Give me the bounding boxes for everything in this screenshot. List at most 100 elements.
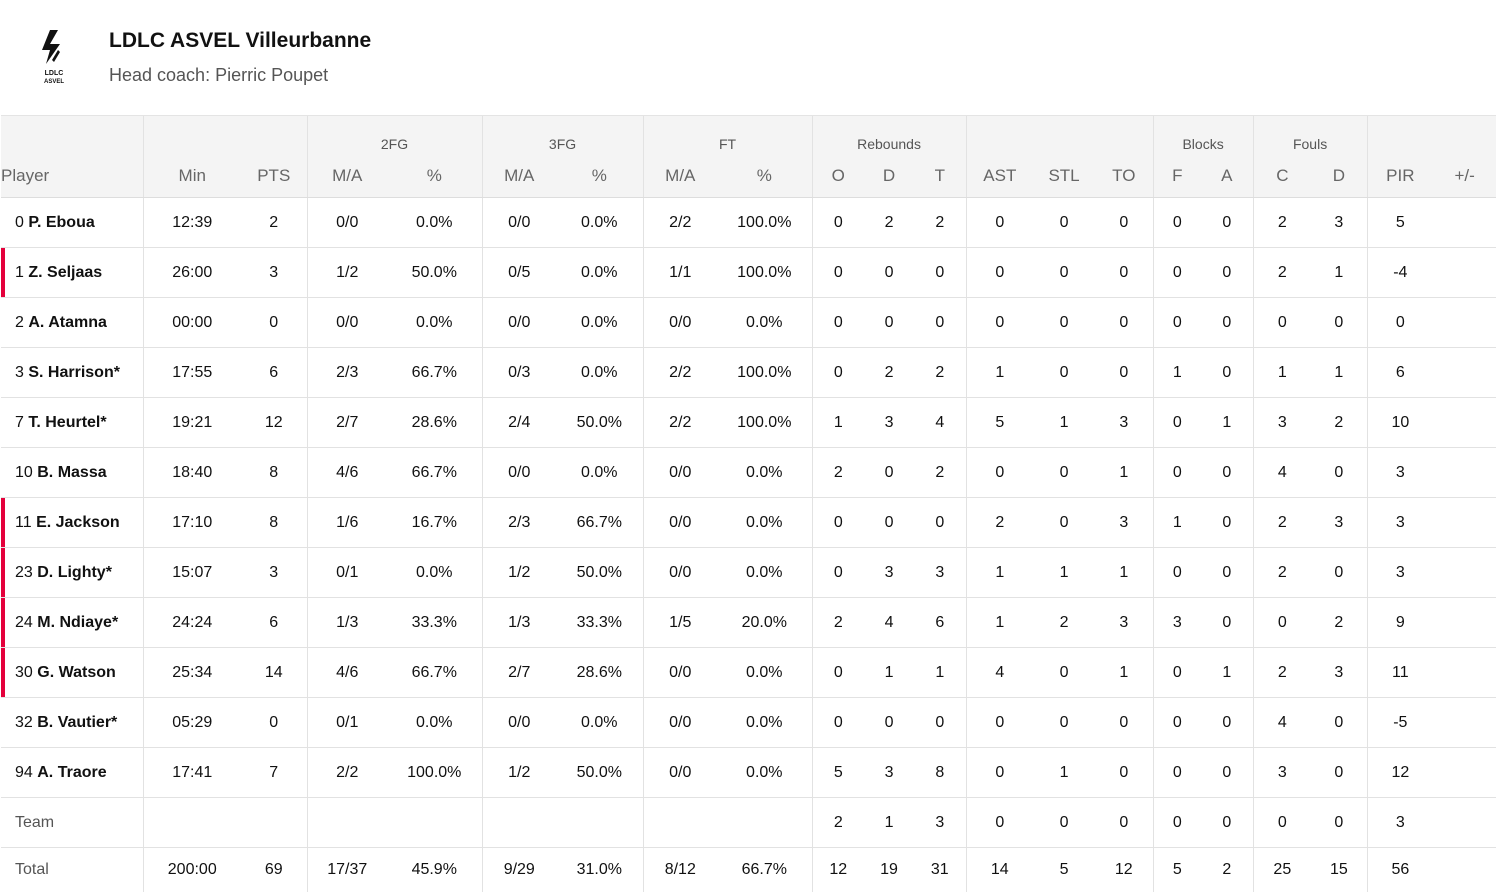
column-header-cell[interactable]: T bbox=[914, 154, 966, 198]
stat-cell: 00:00 bbox=[143, 298, 241, 348]
player-name[interactable]: E. Jackson bbox=[36, 514, 120, 531]
stat-cell: 28.6% bbox=[387, 398, 482, 448]
player-number: 10 bbox=[15, 464, 33, 481]
player-cell[interactable]: 2 A. Atamna bbox=[1, 298, 143, 348]
stat-cell: 0 bbox=[864, 698, 914, 748]
column-header-cell[interactable]: TO bbox=[1095, 154, 1153, 198]
stat-cell: 0 bbox=[1201, 448, 1253, 498]
stat-cell: 0 bbox=[864, 448, 914, 498]
stat-cell: 14 bbox=[241, 648, 307, 698]
player-cell[interactable]: 10 B. Massa bbox=[1, 448, 143, 498]
stat-cell: 17:41 bbox=[143, 748, 241, 798]
stat-cell: 6 bbox=[1367, 348, 1433, 398]
player-name[interactable]: M. Ndiaye* bbox=[37, 614, 118, 631]
stat-cell: 0/0 bbox=[482, 298, 556, 348]
stat-cell: 0/1 bbox=[307, 698, 387, 748]
player-name[interactable]: S. Harrison* bbox=[28, 364, 120, 381]
player-name[interactable]: B. Vautier* bbox=[37, 714, 117, 731]
stat-cell: 0/0 bbox=[307, 198, 387, 248]
stat-cell: 0 bbox=[914, 248, 966, 298]
stat-cell: 28.6% bbox=[556, 648, 643, 698]
player-cell[interactable]: 0 P. Eboua bbox=[1, 198, 143, 248]
player-name[interactable]: T. Heurtel* bbox=[28, 414, 106, 431]
player-name[interactable]: A. Traore bbox=[37, 764, 106, 781]
column-header-cell[interactable]: Player bbox=[1, 154, 143, 198]
stat-cell: 2 bbox=[812, 798, 864, 848]
column-header-cell[interactable]: % bbox=[556, 154, 643, 198]
column-header-cell[interactable]: Min bbox=[143, 154, 241, 198]
player-cell[interactable]: 24 M. Ndiaye* bbox=[1, 598, 143, 648]
stat-cell: 12 bbox=[1367, 748, 1433, 798]
player-name[interactable]: A. Atamna bbox=[28, 314, 107, 331]
player-number: 23 bbox=[15, 564, 33, 581]
column-header-cell[interactable]: A bbox=[1201, 154, 1253, 198]
column-header-cell[interactable]: C bbox=[1253, 154, 1311, 198]
stat-cell: 2 bbox=[241, 198, 307, 248]
player-number: 3 bbox=[15, 364, 24, 381]
column-header-cell[interactable]: STL bbox=[1033, 154, 1095, 198]
stat-cell: 5 bbox=[1367, 198, 1433, 248]
stat-cell: 1 bbox=[1311, 248, 1367, 298]
stat-cell: 0.0% bbox=[717, 498, 812, 548]
column-header-cell[interactable]: D bbox=[864, 154, 914, 198]
stat-cell: 31.0% bbox=[556, 848, 643, 892]
player-cell[interactable]: 1 Z. Seljaas bbox=[1, 248, 143, 298]
stat-cell: 2 bbox=[812, 598, 864, 648]
stat-cell: 0/0 bbox=[643, 698, 717, 748]
column-header-cell[interactable]: % bbox=[387, 154, 482, 198]
team-logo-icon: LDLC ASVEL bbox=[36, 28, 72, 86]
stat-cell: 0/0 bbox=[643, 648, 717, 698]
player-cell[interactable]: 32 B. Vautier* bbox=[1, 698, 143, 748]
player-name[interactable]: Z. Seljaas bbox=[28, 264, 102, 281]
column-header-cell[interactable]: D bbox=[1311, 154, 1367, 198]
player-cell[interactable]: 94 A. Traore bbox=[1, 748, 143, 798]
player-cell[interactable]: 3 S. Harrison* bbox=[1, 348, 143, 398]
stat-cell: 25:34 bbox=[143, 648, 241, 698]
stat-cell: 0 bbox=[1201, 498, 1253, 548]
player-cell[interactable]: 30 G. Watson bbox=[1, 648, 143, 698]
total-row-label: Total bbox=[1, 848, 143, 892]
stat-cell: 0 bbox=[966, 198, 1033, 248]
player-name[interactable]: P. Eboua bbox=[28, 214, 94, 231]
column-header-cell[interactable]: +/- bbox=[1433, 154, 1496, 198]
column-header-cell[interactable]: M/A bbox=[643, 154, 717, 198]
player-name[interactable]: G. Watson bbox=[37, 664, 116, 681]
column-header-cell[interactable]: M/A bbox=[307, 154, 387, 198]
column-header-cell[interactable]: PIR bbox=[1367, 154, 1433, 198]
group-2fg: 2FG bbox=[307, 116, 482, 155]
stat-cell: 200:00 bbox=[143, 848, 241, 892]
stat-cell: 3 bbox=[1367, 498, 1433, 548]
player-name[interactable]: B. Massa bbox=[37, 464, 106, 481]
player-number: 7 bbox=[15, 414, 24, 431]
column-header-cell[interactable]: F bbox=[1153, 154, 1201, 198]
stat-cell: 1 bbox=[864, 648, 914, 698]
stat-cell: 0 bbox=[1153, 298, 1201, 348]
player-name[interactable]: D. Lighty* bbox=[37, 564, 112, 581]
stat-cell: 0.0% bbox=[556, 348, 643, 398]
column-header-cell[interactable]: O bbox=[812, 154, 864, 198]
player-cell[interactable]: 11 E. Jackson bbox=[1, 498, 143, 548]
column-header-cell[interactable]: M/A bbox=[482, 154, 556, 198]
stat-cell: 0/0 bbox=[643, 448, 717, 498]
stat-cell: 0 bbox=[241, 298, 307, 348]
column-header-cell[interactable]: PTS bbox=[241, 154, 307, 198]
stat-cell: 1 bbox=[1095, 448, 1153, 498]
column-header-cell[interactable]: % bbox=[717, 154, 812, 198]
player-cell[interactable]: 7 T. Heurtel* bbox=[1, 398, 143, 448]
player-cell[interactable]: 23 D. Lighty* bbox=[1, 548, 143, 598]
column-header-cell[interactable]: AST bbox=[966, 154, 1033, 198]
stat-cell: 15:07 bbox=[143, 548, 241, 598]
